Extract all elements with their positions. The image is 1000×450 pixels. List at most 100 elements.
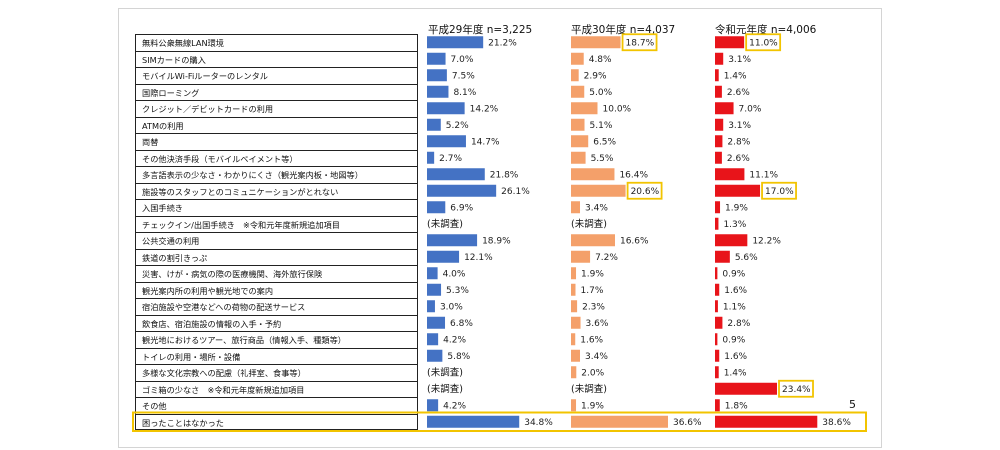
value-label: 18.9% [482, 237, 511, 247]
bar [571, 366, 577, 379]
bar [715, 333, 718, 346]
value-label: 1.3% [723, 220, 746, 230]
value-label: 3.1% [728, 55, 751, 65]
highlight-box [626, 181, 663, 200]
value-label: 5.1% [590, 121, 613, 131]
value-label: 1.9% [581, 402, 604, 412]
value-label: 11.0% [749, 39, 778, 49]
category-label: クレジット／デビットカードの利用 [136, 101, 417, 118]
value-label: 4.8% [589, 55, 612, 65]
bar [715, 283, 720, 296]
value-label: 11.1% [749, 171, 778, 181]
value-label: 23.4% [782, 385, 811, 395]
bar [715, 118, 724, 131]
value-label: 0.9% [722, 270, 745, 280]
category-label: 国際ローミング [136, 85, 417, 101]
value-label: 3.0% [440, 303, 463, 313]
category-label: 多言語表示の少なさ・わかりにくさ（観光案内板・地図等） [136, 167, 417, 184]
bar [427, 234, 478, 247]
value-label: 5.3% [446, 286, 469, 296]
bar [715, 201, 721, 214]
bar [571, 52, 584, 65]
not-surveyed-label: (未調査) [571, 383, 607, 395]
category-label: 公共交通の利用 [136, 233, 417, 250]
not-surveyed-label: (未調査) [571, 218, 607, 230]
value-label: 1.6% [724, 286, 747, 296]
bar [427, 36, 484, 49]
bar [571, 267, 577, 280]
bar [715, 36, 745, 49]
value-label: 17.0% [765, 187, 794, 197]
value-label: 7.0% [451, 55, 474, 65]
bar [571, 118, 585, 131]
bar [571, 151, 586, 164]
value-label: 4.0% [443, 270, 466, 280]
value-label: 2.9% [584, 72, 607, 82]
bar [715, 349, 720, 362]
category-label: 飲食店、宿泊施設の情報の入手・予約 [136, 316, 417, 332]
value-label: 2.6% [727, 154, 750, 164]
value-label: 6.9% [450, 204, 473, 214]
value-label: 18.7% [626, 39, 655, 49]
value-label: 7.0% [739, 105, 762, 115]
value-label: 1.7% [581, 286, 604, 296]
bar [427, 316, 446, 329]
value-label: 3.1% [728, 121, 751, 131]
category-label: トイレの利用・場所・設備 [136, 349, 417, 365]
bar [427, 333, 439, 346]
value-label: 3.4% [585, 352, 608, 362]
category-label: ゴミ箱の少なさ ※令和元年度新規追加項目 [136, 382, 417, 398]
bar [715, 250, 730, 263]
category-label: 施設等のスタッフとのコミュニケーションがとれない [136, 184, 417, 200]
bar [427, 250, 460, 263]
highlight-box [745, 33, 782, 52]
bar [571, 415, 668, 428]
value-label: 2.7% [439, 154, 462, 164]
highlight-box [761, 181, 797, 200]
bar [715, 184, 761, 197]
bar [427, 349, 443, 362]
bar [715, 52, 724, 65]
value-label: 2.8% [727, 138, 750, 148]
bar [571, 184, 626, 197]
bar [571, 201, 581, 214]
bar [571, 250, 591, 263]
bar [715, 217, 719, 230]
value-label: 1.9% [581, 270, 604, 280]
value-label: 12.2% [752, 237, 781, 247]
bar [715, 300, 718, 313]
bar [427, 69, 447, 82]
value-label: 38.6% [822, 418, 851, 428]
bar [427, 201, 446, 214]
category-label: ATMの利用 [136, 118, 417, 134]
value-label: 7.2% [595, 253, 618, 263]
value-label: 12.1% [464, 253, 493, 263]
value-label: 4.2% [443, 336, 466, 346]
bar [571, 316, 581, 329]
value-label: 8.1% [453, 88, 476, 98]
bar [571, 85, 585, 98]
page-number: 5 [849, 398, 856, 411]
category-label: 多様な文化宗教への配慮（礼拝室、食事等） [136, 365, 417, 382]
bar [427, 135, 466, 148]
value-label: 26.1% [501, 187, 530, 197]
bar [715, 85, 722, 98]
bar [427, 102, 465, 115]
category-label: 両替 [136, 134, 417, 151]
bar [571, 300, 578, 313]
highlight-row-box [132, 411, 867, 432]
bar [715, 102, 734, 115]
value-label: 2.3% [582, 303, 605, 313]
bar [571, 349, 581, 362]
value-label: 14.7% [471, 138, 500, 148]
category-label: 無料公衆無線LAN環境 [136, 35, 417, 52]
series-header-h29: 平成29年度 n=3,225 [428, 24, 533, 36]
category-label: 困ったことはなかった [142, 417, 224, 428]
series-header-r1: 令和元年度 n=4,006 [715, 24, 817, 36]
not-surveyed-label: (未調査) [427, 383, 463, 395]
bar [427, 168, 485, 181]
category-label: 観光地におけるツアー、旅行商品（情報入手、種類等） [136, 332, 417, 349]
category-table: 無料公衆無線LAN環境 SIMカードの購入 モバイルWi-Fiルーターのレンタル 国際… [135, 34, 418, 430]
